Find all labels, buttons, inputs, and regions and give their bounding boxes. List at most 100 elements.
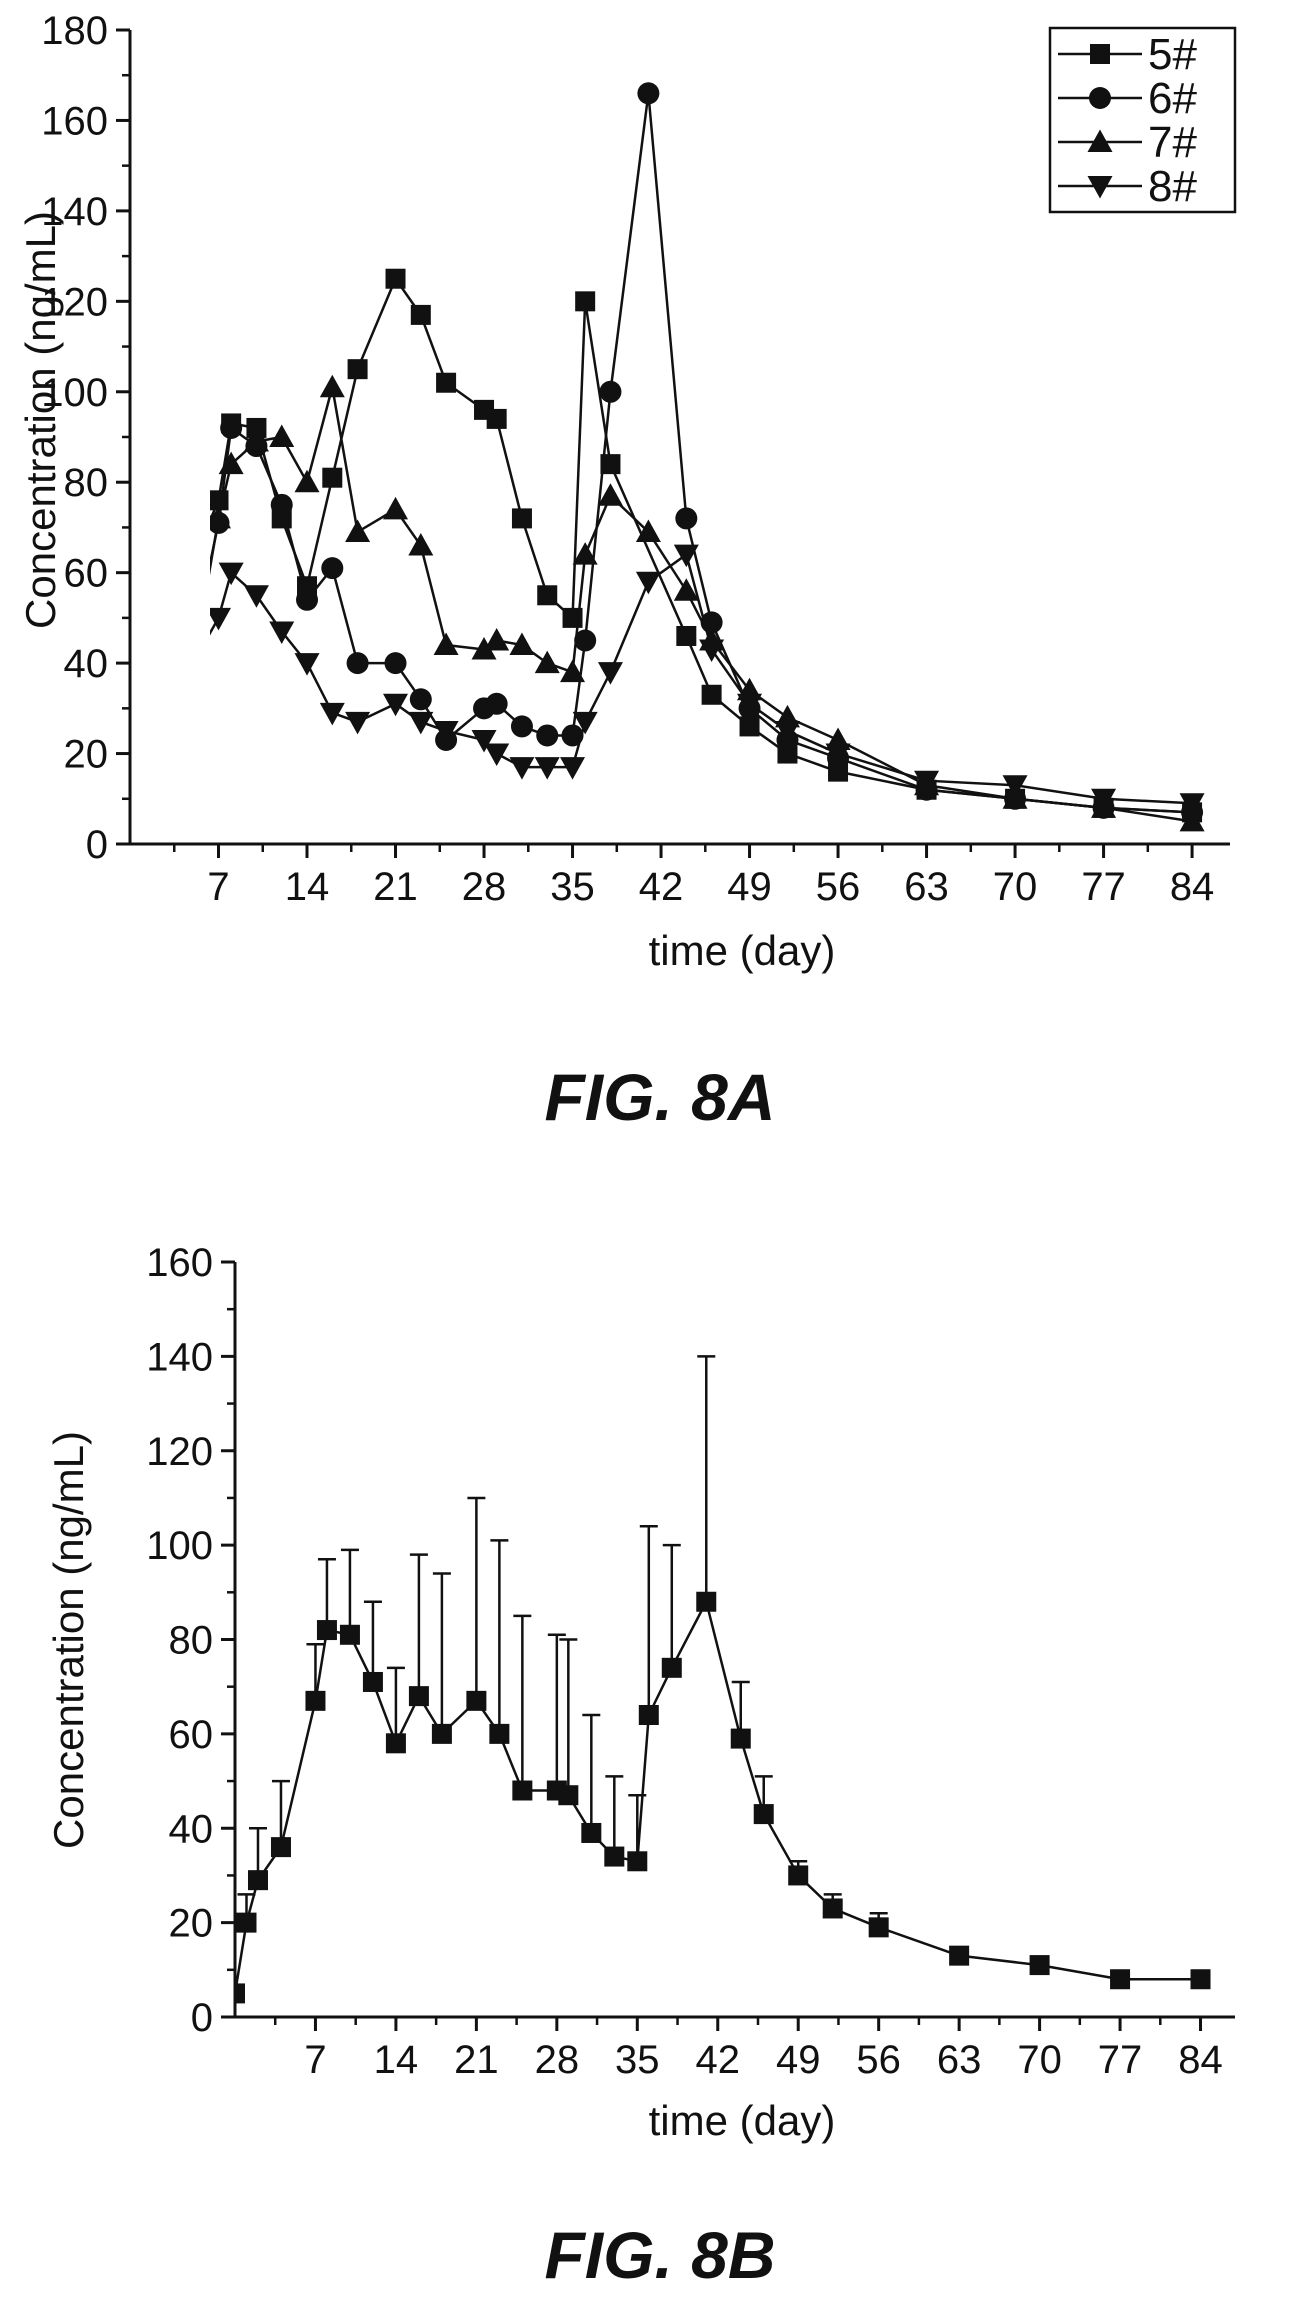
data-point bbox=[220, 416, 243, 439]
data-point bbox=[600, 454, 621, 475]
x-tick-label: 14 bbox=[374, 2038, 419, 2082]
data-point bbox=[574, 629, 597, 652]
data-point bbox=[484, 743, 510, 767]
data-point bbox=[753, 1804, 774, 1825]
data-point bbox=[346, 652, 369, 675]
data-point bbox=[537, 585, 558, 606]
legend-label: 5# bbox=[1148, 30, 1197, 79]
x-tick-label: 56 bbox=[816, 865, 861, 909]
chart-a-series-layer bbox=[130, 82, 1205, 832]
data-point bbox=[168, 727, 193, 750]
y-tick-label: 140 bbox=[146, 1335, 213, 1379]
y-tick-label: 160 bbox=[41, 99, 108, 143]
x-tick-label: 7 bbox=[207, 865, 229, 909]
data-point bbox=[737, 693, 763, 717]
data-point bbox=[534, 757, 560, 780]
data-point bbox=[144, 738, 166, 760]
data-point bbox=[572, 711, 598, 735]
data-point bbox=[581, 1822, 602, 1843]
data-point bbox=[822, 1898, 843, 1919]
data-point bbox=[471, 729, 497, 753]
data-point bbox=[409, 688, 432, 711]
series-6 bbox=[144, 82, 1204, 824]
data-point bbox=[339, 1624, 360, 1645]
data-point bbox=[868, 1917, 889, 1938]
data-point bbox=[1002, 775, 1028, 798]
chart-b-axes: 0 20 40 60 80 100 120 140 160 7 14 21 28 35 42 49 56 63 70… bbox=[146, 1241, 1235, 2082]
x-tick-label: 70 bbox=[993, 865, 1038, 909]
legend-item-5: 5# bbox=[1058, 30, 1197, 79]
data-point bbox=[247, 1870, 268, 1891]
fig-8a-caption: FIG. 8A bbox=[544, 1060, 775, 1134]
data-point bbox=[145, 631, 165, 651]
data-point bbox=[130, 744, 155, 767]
data-point bbox=[143, 707, 168, 730]
x-tick-label: 63 bbox=[904, 865, 949, 909]
x-tick-label: 63 bbox=[937, 2038, 982, 2082]
x-tick-label: 28 bbox=[462, 865, 507, 909]
data-point bbox=[575, 291, 596, 312]
x-tick-label: 42 bbox=[696, 2038, 741, 2082]
x-tick-label: 42 bbox=[639, 865, 684, 909]
data-point bbox=[489, 1723, 510, 1744]
data-point bbox=[133, 712, 153, 732]
x-tick-label: 84 bbox=[1178, 2038, 1223, 2082]
data-point bbox=[486, 408, 507, 429]
chart-b-x-axis-title: time (day) bbox=[649, 2097, 836, 2144]
x-tick-label: 35 bbox=[615, 2038, 660, 2082]
data-point bbox=[638, 1705, 659, 1725]
data-point bbox=[296, 588, 319, 611]
series-8 bbox=[130, 544, 1205, 816]
data-point bbox=[512, 1780, 533, 1801]
data-point bbox=[210, 607, 232, 631]
series-line bbox=[210, 553, 1193, 805]
data-point bbox=[1179, 793, 1205, 816]
data-point bbox=[270, 493, 293, 516]
data-point bbox=[143, 746, 168, 769]
data-point bbox=[385, 1733, 406, 1754]
data-point bbox=[788, 1865, 809, 1886]
data-point bbox=[269, 424, 295, 447]
x-tick-label: 77 bbox=[1081, 865, 1126, 909]
legend-label: 8# bbox=[1148, 162, 1197, 211]
y-tick-label: 60 bbox=[169, 1713, 214, 1757]
legend-marker bbox=[1089, 87, 1111, 109]
y-tick-label: 120 bbox=[41, 280, 108, 324]
chart-a-axes: 0 20 40 60 80 100 120 140 160 180 7 14 21 28 35 42 49 56 6… bbox=[41, 9, 1230, 909]
y-tick-label: 40 bbox=[64, 642, 109, 686]
data-point bbox=[1190, 1969, 1211, 1990]
data-point bbox=[408, 533, 434, 556]
data-point bbox=[1110, 1969, 1131, 1990]
y-tick-label: 100 bbox=[146, 1524, 213, 1568]
data-point bbox=[269, 621, 295, 644]
data-point bbox=[561, 724, 584, 747]
data-point bbox=[471, 637, 497, 660]
series-7 bbox=[143, 374, 1205, 832]
data-point bbox=[676, 625, 697, 646]
data-point bbox=[170, 693, 192, 715]
data-point bbox=[599, 380, 622, 403]
data-point bbox=[774, 720, 800, 744]
data-point bbox=[730, 1728, 751, 1749]
data-point bbox=[560, 659, 586, 683]
data-point bbox=[466, 1690, 487, 1711]
y-tick-label: 0 bbox=[86, 823, 108, 867]
data-point bbox=[322, 467, 343, 488]
y-tick-label: 140 bbox=[41, 190, 108, 234]
legend-item-6: 6# bbox=[1058, 74, 1197, 123]
data-point bbox=[572, 542, 598, 565]
data-point bbox=[536, 724, 559, 747]
data-point bbox=[408, 1686, 429, 1707]
data-point bbox=[305, 1690, 326, 1711]
x-tick-label: 49 bbox=[776, 2038, 821, 2082]
data-point bbox=[218, 562, 244, 586]
y-tick-label: 80 bbox=[64, 461, 109, 505]
data-point bbox=[1179, 808, 1205, 832]
data-point bbox=[385, 268, 406, 289]
data-point bbox=[294, 469, 320, 493]
data-point bbox=[673, 544, 699, 568]
data-point bbox=[436, 372, 457, 393]
data-point bbox=[635, 519, 661, 542]
data-point bbox=[294, 653, 320, 676]
data-point bbox=[345, 519, 371, 542]
